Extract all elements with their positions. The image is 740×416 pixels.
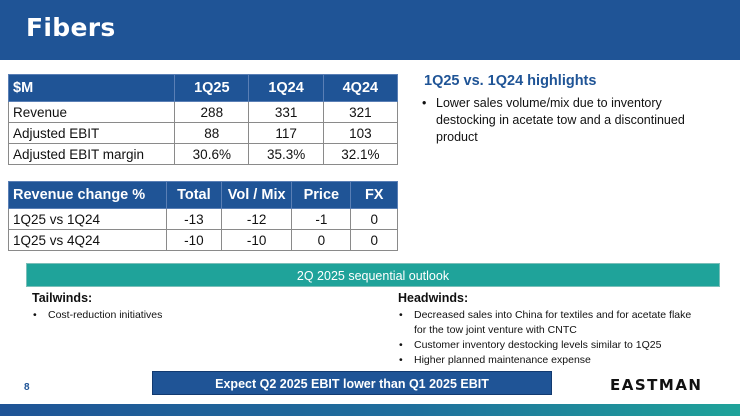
- table-cell: 117: [248, 122, 324, 144]
- table-cell: -10: [165, 229, 223, 251]
- financials-header-cell: $M: [7, 74, 176, 102]
- company-logo: EASTMAN: [610, 376, 703, 394]
- table-cell: 288: [174, 101, 250, 123]
- bullet-icon: •: [422, 96, 427, 110]
- revenue-change-header-cell: Vol / Mix: [221, 181, 293, 209]
- list-item: • Customer inventory destocking levels s…: [396, 338, 696, 353]
- bullet-icon: •: [399, 354, 403, 366]
- financials-header-cell: 1Q25: [174, 74, 250, 102]
- tailwinds-list: • Cost-reduction initiatives: [30, 308, 360, 323]
- table-cell: 331: [248, 101, 324, 123]
- financials-header-row: $M 1Q25 1Q24 4Q24: [7, 74, 399, 102]
- revenue-change-header-row: Revenue change % Total Vol / Mix Price F…: [8, 181, 398, 209]
- revenue-change-header-cell: FX: [350, 181, 398, 209]
- row-label: Adjusted EBIT margin: [7, 143, 176, 165]
- table-cell: 0: [291, 229, 352, 251]
- table-row: Adjusted EBIT margin 30.6% 35.3% 32.1%: [7, 143, 399, 165]
- list-item-text: Customer inventory destocking levels sim…: [414, 339, 662, 351]
- revenue-change-header-cell: Price: [291, 181, 352, 209]
- table-cell: -10: [221, 229, 293, 251]
- bullet-icon: •: [33, 309, 37, 321]
- table-cell: -13: [165, 208, 223, 230]
- highlights-list: • Lower sales volume/mix due to inventor…: [420, 95, 720, 146]
- financials-header-cell: 1Q24: [248, 74, 324, 102]
- bullet-icon: •: [399, 309, 403, 321]
- revenue-change-header-cell: Revenue change %: [8, 181, 167, 209]
- list-item-text: Higher planned maintenance expense: [414, 354, 591, 366]
- expectation-banner: Expect Q2 2025 EBIT lower than Q1 2025 E…: [152, 371, 552, 395]
- table-cell: 88: [174, 122, 250, 144]
- page-number: 8: [24, 382, 30, 393]
- bottom-gradient-bar: [0, 404, 740, 416]
- financials-header-cell: 4Q24: [322, 74, 399, 102]
- list-item: • Cost-reduction initiatives: [30, 308, 360, 323]
- highlights-title: 1Q25 vs. 1Q24 highlights: [424, 73, 597, 89]
- outlook-banner: 2Q 2025 sequential outlook: [26, 263, 720, 287]
- title-bar: Fibers: [0, 0, 740, 60]
- table-cell: -1: [291, 208, 352, 230]
- tailwinds-title: Tailwinds:: [32, 291, 93, 305]
- table-cell: 35.3%: [248, 143, 324, 165]
- table-cell: 103: [322, 122, 399, 144]
- list-item-text: Lower sales volume/mix due to inventory …: [436, 96, 685, 144]
- revenue-change-header-cell: Total: [165, 181, 223, 209]
- row-label: Revenue: [7, 101, 176, 123]
- table-row: 1Q25 vs 1Q24 -13 -12 -1 0: [8, 208, 398, 230]
- slide-title: Fibers: [26, 13, 116, 42]
- table-cell: -12: [221, 208, 293, 230]
- table-row: Adjusted EBIT 88 117 103: [7, 122, 399, 144]
- list-item-text: Cost-reduction initiatives: [48, 309, 163, 321]
- row-label: Adjusted EBIT: [7, 122, 176, 144]
- financials-table: $M 1Q25 1Q24 4Q24 Revenue 288 331 321 Ad…: [7, 74, 399, 165]
- headwinds-list: • Decreased sales into China for textile…: [396, 308, 696, 368]
- table-cell: 321: [322, 101, 399, 123]
- table-row: Revenue 288 331 321: [7, 101, 399, 123]
- row-label: 1Q25 vs 1Q24: [8, 208, 167, 230]
- row-label: 1Q25 vs 4Q24: [8, 229, 167, 251]
- table-cell: 30.6%: [174, 143, 250, 165]
- headwinds-title: Headwinds:: [398, 291, 469, 305]
- table-cell: 32.1%: [322, 143, 399, 165]
- list-item: • Higher planned maintenance expense: [396, 353, 696, 368]
- list-item-text: Decreased sales into China for textiles …: [414, 309, 692, 336]
- table-row: 1Q25 vs 4Q24 -10 -10 0 0: [8, 229, 398, 251]
- table-cell: 0: [350, 208, 398, 230]
- table-cell: 0: [350, 229, 398, 251]
- bullet-icon: •: [399, 339, 403, 351]
- list-item: • Decreased sales into China for textile…: [396, 308, 696, 338]
- revenue-change-table: Revenue change % Total Vol / Mix Price F…: [8, 181, 398, 251]
- list-item: • Lower sales volume/mix due to inventor…: [420, 95, 720, 146]
